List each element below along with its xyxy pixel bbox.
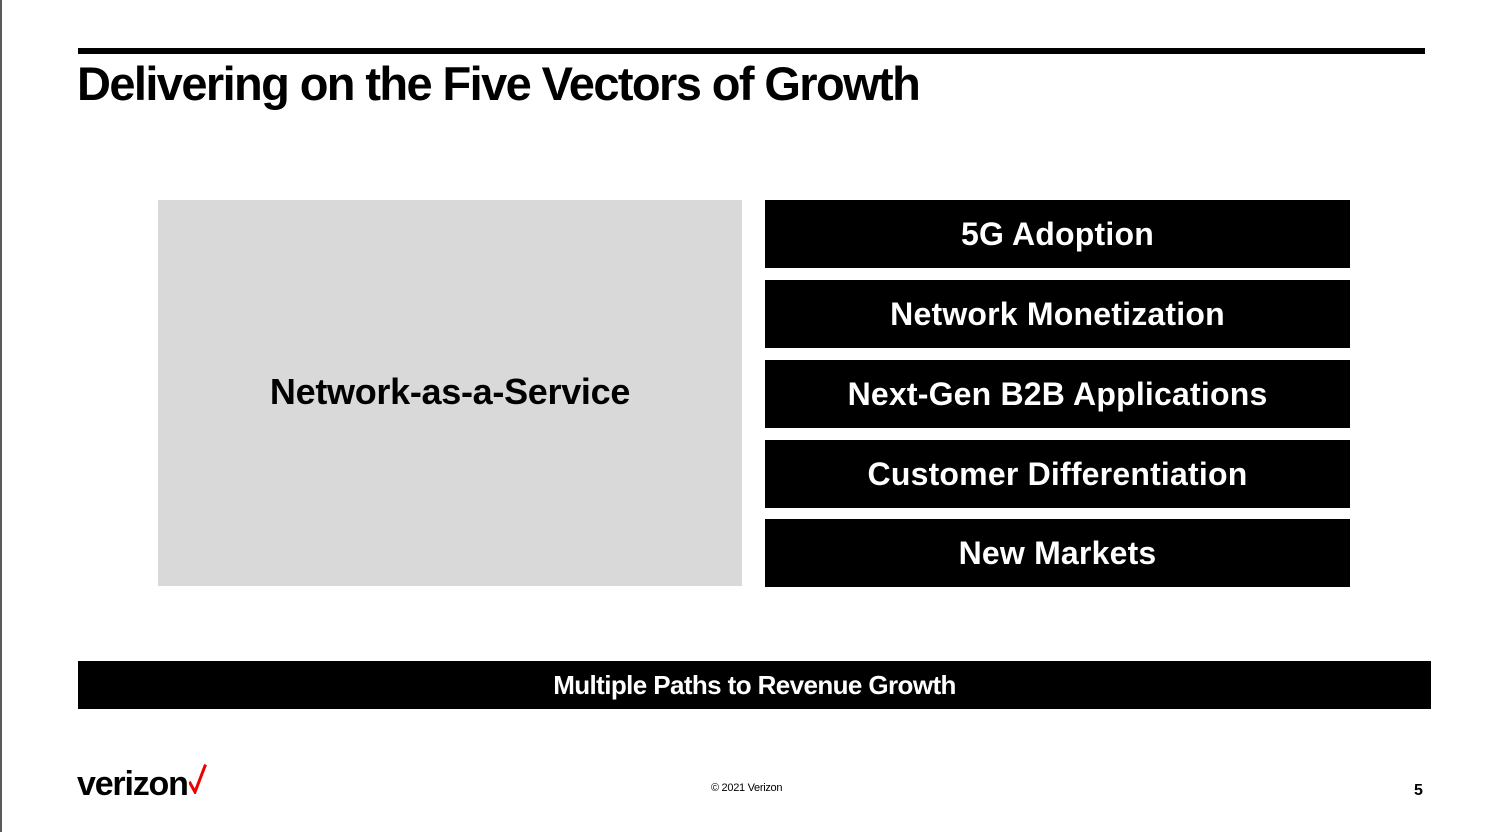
copyright-text: © 2021 Verizon (711, 782, 783, 794)
title-rule (78, 48, 1425, 54)
slide-title: Delivering on the Five Vectors of Growth (77, 57, 921, 110)
foundation-panel: Network-as-a-Service (158, 200, 742, 586)
vector-item-new-markets: New Markets (765, 519, 1350, 587)
summary-banner: Multiple Paths to Revenue Growth (78, 661, 1431, 709)
logo-wordmark: verizon (77, 765, 189, 803)
slide-edge-line (0, 0, 2, 832)
check-icon (188, 764, 207, 794)
vector-item-customer-differentiation: Customer Differentiation (765, 440, 1350, 508)
vector-item-5g-adoption: 5G Adoption (765, 200, 1350, 268)
verizon-logo: verizon (77, 764, 207, 804)
page-number: 5 (1414, 782, 1423, 799)
vector-item-network-monetization: Network Monetization (765, 280, 1350, 348)
foundation-label: Network-as-a-Service (269, 371, 631, 412)
vector-item-next-gen-b2b: Next-Gen B2B Applications (765, 360, 1350, 428)
